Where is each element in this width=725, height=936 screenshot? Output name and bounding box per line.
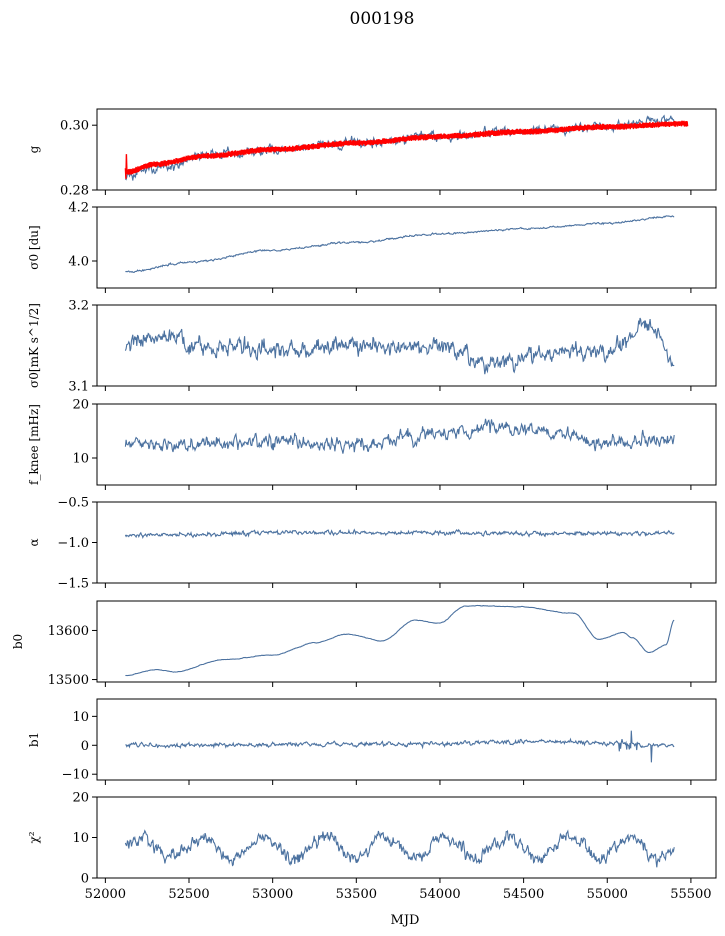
series-line: [125, 215, 675, 273]
y-axis-label: b1: [27, 732, 41, 747]
axes-frame: [96, 304, 717, 387]
axes-frame: [96, 403, 717, 486]
panel-8: 0 10 20 χ² 52000 52500 53000 53500 54000 54500 550…: [27, 791, 717, 902]
y-tick-label: 0.30: [60, 119, 89, 134]
x-tick-label: 55500: [670, 887, 711, 902]
series-line: [125, 730, 675, 763]
panel-2: 4.0 4.2 σ0 [du]: [27, 201, 717, 293]
y-axis-label: g: [27, 145, 41, 153]
y-tick-label: −10: [62, 768, 89, 783]
panel-4: 10 20 f_knee [mHz]: [27, 398, 717, 490]
series-line: [125, 604, 675, 677]
y-tick-label: 0.28: [60, 184, 89, 199]
y-axis-label: α: [27, 538, 41, 546]
y-tick-label: 4.0: [68, 255, 89, 270]
y-tick-label: 10: [72, 710, 89, 725]
y-axis-label: σ0[mK s^1/2]: [27, 303, 41, 388]
axes-frame: [96, 796, 717, 879]
y-axis-label: σ0 [du]: [27, 225, 41, 269]
x-tick-label: 53000: [252, 887, 293, 902]
y-tick-label: −0.5: [57, 496, 89, 511]
series-line: [124, 528, 675, 540]
series-line: [124, 317, 675, 375]
y-tick-label: 3.1: [68, 380, 89, 395]
panels: 0.28 0.30 g 4.0 4.2 σ0 [du] 3.1 3.2 σ0[mK s^1/2]…: [11, 108, 717, 902]
x-tick-label: 54000: [419, 887, 460, 902]
y-tick-label: 20: [72, 791, 89, 806]
y-axis-label: χ²: [27, 831, 41, 843]
figure-title: 000198: [350, 9, 415, 29]
y-tick-label: 13600: [48, 624, 89, 639]
axes-frame: [96, 600, 717, 683]
x-tick-label: 55000: [587, 887, 628, 902]
axes-frame: [96, 206, 717, 289]
y-tick-label: 10: [72, 452, 89, 467]
y-tick-label: −1.0: [57, 536, 89, 551]
fit-line: [124, 120, 689, 179]
axes-frame: [96, 108, 717, 191]
x-tick-label: 52500: [168, 887, 209, 902]
panel-5: −1.5 −1.0 −0.5 α: [27, 496, 717, 592]
x-axis-label: MJD: [391, 913, 420, 928]
series-line: [124, 829, 675, 868]
panel-7: −10 0 10 b1: [27, 698, 717, 785]
y-axis-label: f_knee [mHz]: [27, 404, 41, 485]
y-tick-label: 0: [81, 872, 89, 887]
y-tick-label: 0: [81, 739, 89, 754]
y-tick-label: −1.5: [57, 577, 89, 592]
y-tick-label: 13500: [48, 673, 89, 688]
x-tick-label: 53500: [336, 887, 377, 902]
x-tick-label: 54500: [503, 887, 544, 902]
panel-3: 3.1 3.2 σ0[mK s^1/2]: [27, 299, 717, 395]
y-tick-label: 20: [72, 398, 89, 413]
panel-1: 0.28 0.30 g: [27, 108, 717, 199]
y-axis-label: b0: [11, 634, 25, 649]
y-tick-label: 3.2: [68, 299, 89, 314]
y-tick-label: 4.2: [68, 201, 89, 216]
series-line: [124, 418, 675, 454]
panel-6: 13500 13600 b0: [11, 600, 717, 688]
axes-frame: [96, 698, 717, 781]
y-tick-label: 10: [72, 831, 89, 846]
axes-frame: [96, 501, 717, 584]
x-tick-label: 52000: [85, 887, 126, 902]
